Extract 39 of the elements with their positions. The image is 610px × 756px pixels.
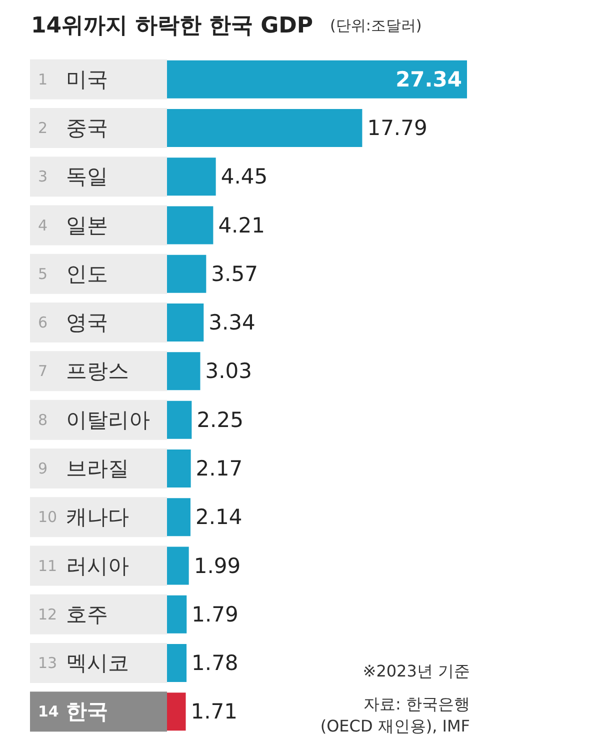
bar <box>167 595 187 634</box>
annotation: ※2023년 기준 <box>362 662 470 680</box>
data-label: 2.25 <box>196 408 244 432</box>
bar <box>167 449 191 488</box>
category-label: 8 이탈리아 <box>38 408 150 432</box>
category-label: 6 영국 <box>38 310 108 335</box>
data-label: 2.14 <box>195 505 242 530</box>
data-label: 2.17 <box>196 456 243 480</box>
category-label: 9 브라질 <box>38 456 129 480</box>
data-label: 27.34 <box>396 67 462 92</box>
bar <box>167 400 192 439</box>
bar <box>167 692 186 731</box>
data-label: 3.34 <box>208 310 256 335</box>
data-label: 17.79 <box>367 116 428 140</box>
data-label: 1.78 <box>192 651 238 676</box>
annotation: 자료: 한국은행 (OECD 재인용), IMF <box>320 694 470 736</box>
y-tick-label: 13 멕시코 <box>38 651 129 676</box>
y-tick-label: 10 캐나다 <box>38 505 129 530</box>
chart-title: 14위까지 하락한 한국 GDP <box>31 14 314 38</box>
data-label: 4.21 <box>218 213 265 238</box>
data-label: 3.57 <box>211 262 258 286</box>
bar <box>167 498 190 536</box>
category-label: 1 미국 <box>38 67 108 92</box>
data-label: 4.45 <box>220 164 268 189</box>
category-label: 5 인도 <box>38 262 108 286</box>
category-label: 3 독일 <box>38 164 108 189</box>
data-label: 1.99 <box>194 554 241 578</box>
category-label: 7 프랑스 <box>38 359 129 384</box>
data-label: 1.79 <box>192 602 238 626</box>
data-label: 3.03 <box>205 359 252 384</box>
category-label: 2 중국 <box>38 116 108 140</box>
category-label: 4 일본 <box>38 213 108 238</box>
y-tick-label: 12 호주 <box>38 602 108 626</box>
data-label: 1.71 <box>190 700 238 724</box>
bar <box>167 644 187 682</box>
bar <box>167 546 189 585</box>
y-tick-label: 14 한국 <box>38 700 108 724</box>
y-tick-label: 11 러시아 <box>38 554 129 578</box>
chart-subtitle: (단위:조달러) <box>330 16 422 34</box>
